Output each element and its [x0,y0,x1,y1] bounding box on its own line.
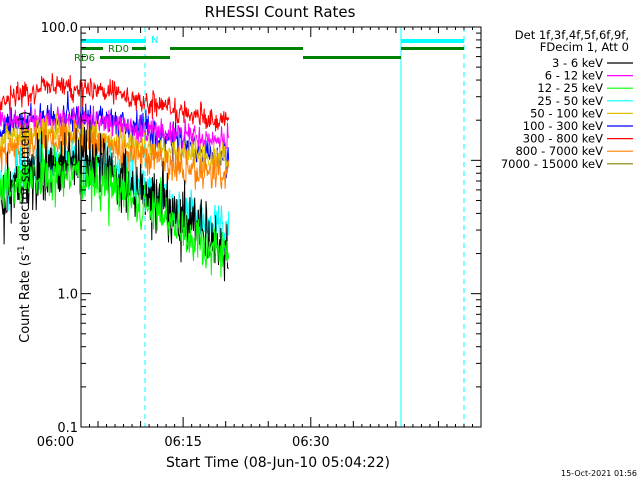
y-tick-label: 100.0 [41,21,78,36]
legend-entry-label: 50 - 100 keV [530,106,603,120]
legend-header-line-2: FDecim 1, Att 0 [540,40,629,54]
night-label: N [151,35,158,46]
saa-bar [100,56,170,59]
timestamp: 15-Oct-2021 01:56 [561,469,637,478]
series-layer [0,73,230,282]
series-line [0,144,230,278]
legend-entry-label: 100 - 300 keV [523,119,603,133]
saa-bar [303,56,401,59]
x-tick-label: 06:00 [37,435,74,450]
legend-entry-label: 7000 - 15000 keV [501,157,603,171]
legend-entry-label: 12 - 25 keV [537,81,603,95]
x-axis-label: Start Time (08-Jun-10 05:04:22) [166,455,390,471]
y-tick-label: 0.1 [57,421,78,436]
legend-entry-label: 3 - 6 keV [552,56,603,70]
y-axis: 0.1 1.0 10.0 100.0 [41,21,481,436]
y-axis-label-mid: detector segment [18,125,33,245]
attenuator-label: RD0 [108,44,129,55]
legend-header-line-1: Det 1f,3f,4f,5f,6f,9f, [515,28,629,42]
attenuator-bar [132,47,146,50]
y-axis-label: Count Rate (s-1 detector segment-1) [17,111,33,343]
plot-frame [80,26,482,428]
series-line [0,90,230,179]
night-bar [401,39,464,43]
y-axis-label-sup2: -1 [17,116,27,125]
attenuator-bar [401,47,464,50]
x-tick-label: 06:30 [292,435,329,450]
series-line [0,73,230,132]
series-line [0,119,229,282]
legend-entry-label: 25 - 50 keV [537,94,603,108]
y-tick-label: 10.0 [49,154,78,169]
legend: Det 1f,3f,4f,5f,6f,9f, FDecim 1, Att 0 3… [501,28,633,171]
attenuator-bar [170,47,303,50]
y-tick-label: 1.0 [57,288,78,303]
saa-label: RD6 [74,53,95,64]
y-axis-label-sup1: -1 [17,245,27,254]
chart-title: RHESSI Count Rates [205,3,356,21]
legend-entry-label: 300 - 800 keV [523,132,603,146]
y-axis-label-main: Count Rate (s [18,254,33,343]
night-bar [81,39,146,43]
x-tick-label: 06:15 [164,435,201,450]
series-line [0,117,230,190]
attenuator-bar [81,47,103,50]
legend-entry-label: 6 - 12 keV [545,69,603,83]
y-axis-label-end: ) [18,111,33,116]
legend-entry-label: 800 - 7000 keV [515,144,603,158]
